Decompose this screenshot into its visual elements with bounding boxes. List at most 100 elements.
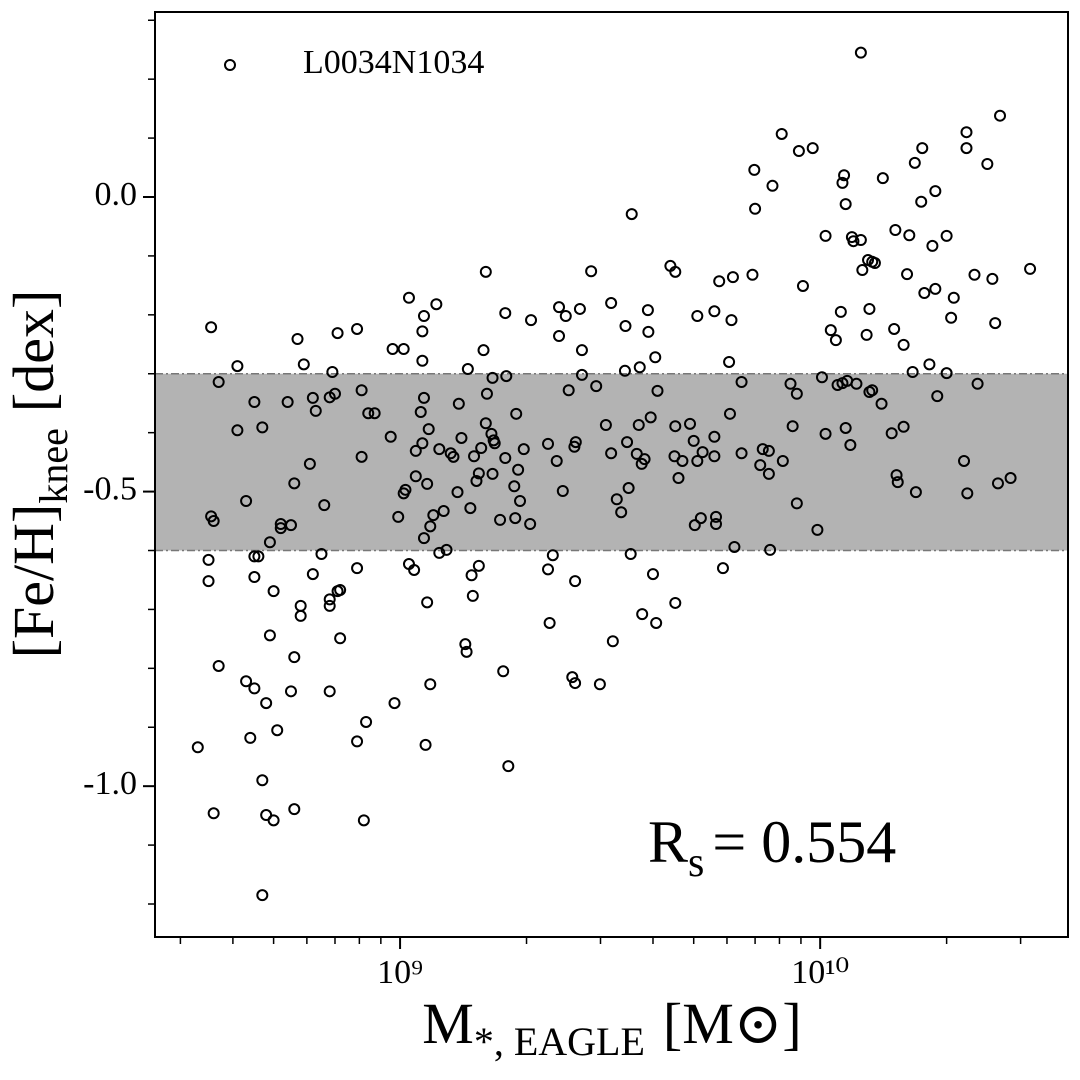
- point: [575, 368, 588, 381]
- point: [590, 380, 603, 393]
- point: [417, 391, 430, 404]
- point: [748, 163, 761, 176]
- point: [569, 436, 582, 449]
- point: [288, 477, 301, 490]
- x-label-unit: [M⊙]: [663, 991, 802, 1056]
- point: [486, 371, 499, 384]
- point: [416, 325, 429, 338]
- point: [475, 441, 488, 454]
- point: [477, 344, 490, 357]
- point: [360, 715, 373, 728]
- point: [546, 549, 559, 562]
- point: [908, 156, 921, 169]
- point: [960, 142, 973, 155]
- point: [414, 406, 427, 419]
- point: [897, 420, 910, 433]
- point: [694, 512, 707, 525]
- point: [479, 265, 492, 278]
- point: [427, 509, 440, 522]
- point: [605, 297, 618, 310]
- point: [889, 223, 902, 236]
- point: [762, 444, 775, 457]
- point: [960, 126, 973, 139]
- point: [202, 553, 215, 566]
- point: [384, 430, 397, 443]
- point: [819, 427, 832, 440]
- point: [708, 450, 721, 463]
- point: [836, 176, 849, 189]
- point: [553, 301, 566, 314]
- point: [961, 487, 974, 500]
- point: [499, 307, 512, 320]
- point: [399, 483, 412, 496]
- point: [416, 354, 429, 367]
- point: [606, 635, 619, 648]
- point: [486, 467, 499, 480]
- point: [248, 550, 261, 563]
- point: [256, 774, 269, 787]
- point: [691, 310, 704, 323]
- point: [806, 142, 819, 155]
- point: [416, 437, 429, 450]
- point: [274, 522, 287, 535]
- point: [494, 513, 507, 526]
- point: [875, 397, 888, 410]
- legend-label: L0034N1034: [303, 44, 484, 81]
- point: [468, 450, 481, 463]
- point: [351, 322, 364, 335]
- point: [479, 417, 492, 430]
- point: [854, 234, 867, 247]
- point: [796, 279, 809, 292]
- point: [263, 536, 276, 549]
- point: [669, 265, 682, 278]
- point: [497, 665, 510, 678]
- point: [923, 358, 936, 371]
- point: [334, 632, 347, 645]
- point: [263, 629, 276, 642]
- point: [470, 474, 483, 487]
- y-label-main: [Fe/H]: [1, 504, 66, 659]
- point: [754, 459, 767, 472]
- point: [291, 332, 304, 345]
- point: [500, 370, 513, 383]
- point: [288, 803, 301, 816]
- point: [916, 142, 929, 155]
- point: [824, 324, 837, 337]
- point: [556, 484, 569, 497]
- point: [309, 404, 322, 417]
- point: [281, 396, 294, 409]
- point: [918, 287, 931, 300]
- point: [775, 127, 788, 140]
- y-axis-label: [Fe/H]knee [dex]: [1, 290, 76, 659]
- point: [901, 268, 914, 281]
- point: [202, 575, 215, 588]
- point: [323, 599, 336, 612]
- point: [885, 427, 898, 440]
- point: [323, 593, 336, 606]
- point: [860, 328, 873, 341]
- point: [749, 202, 762, 215]
- point: [723, 355, 736, 368]
- point: [512, 463, 525, 476]
- point: [480, 387, 493, 400]
- point: [240, 495, 253, 508]
- point: [926, 239, 939, 252]
- point: [465, 569, 478, 582]
- point: [267, 814, 280, 827]
- point: [502, 760, 515, 773]
- point: [231, 424, 244, 437]
- point: [723, 407, 736, 420]
- point: [315, 548, 328, 561]
- x-label-main: M: [422, 991, 474, 1056]
- point: [726, 271, 739, 284]
- point: [212, 376, 225, 388]
- point: [725, 314, 738, 327]
- point: [790, 387, 803, 400]
- point: [284, 685, 297, 698]
- point: [618, 364, 631, 377]
- point: [417, 310, 430, 323]
- point: [651, 384, 664, 397]
- point: [713, 275, 726, 288]
- point: [459, 638, 472, 651]
- point: [509, 512, 522, 525]
